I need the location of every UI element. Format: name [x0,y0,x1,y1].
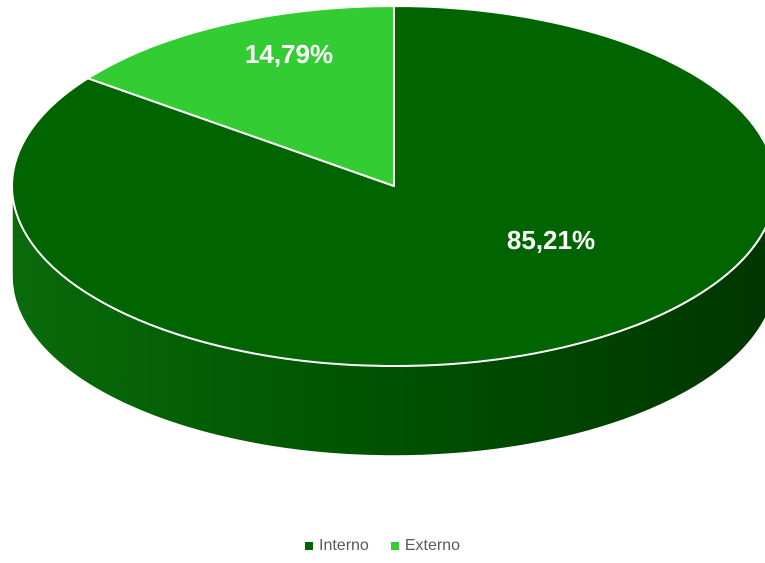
legend-swatch-externo [390,542,399,550]
legend-label-externo: Externo [404,537,460,554]
legend-swatch-interno [305,542,314,550]
pie-slice-externo [86,5,395,187]
data-label-interno: 85,21% [507,225,595,255]
legend-item-interno: Interno [305,537,369,555]
data-label-externo: 14,79% [245,39,333,69]
pie-slice-interno [11,5,765,367]
chart-legend: Interno Externo [0,537,765,555]
legend-label-interno: Interno [319,537,369,554]
legend-item-externo: Externo [390,537,460,555]
